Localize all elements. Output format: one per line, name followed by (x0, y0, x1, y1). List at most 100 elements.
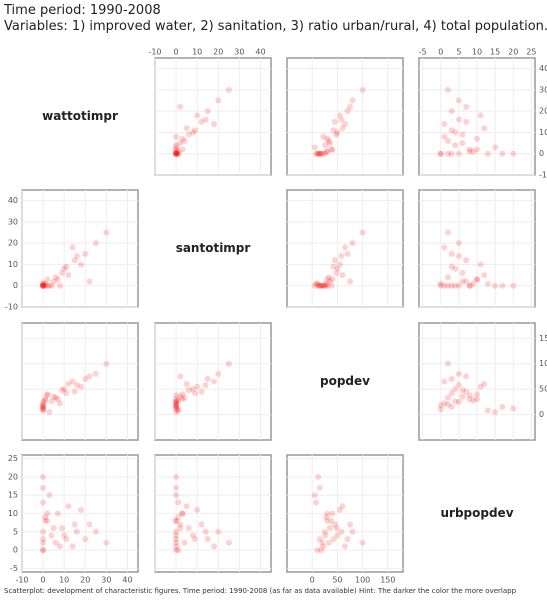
point (202, 528, 209, 535)
point (474, 135, 480, 142)
point (441, 244, 448, 251)
point (315, 150, 322, 157)
point (59, 525, 66, 532)
point (484, 407, 491, 414)
point (452, 386, 459, 393)
variable-name: urbpopdev (440, 506, 513, 520)
point (40, 406, 47, 413)
y-tick-label: 10 (8, 509, 18, 518)
point (445, 229, 451, 236)
point (173, 409, 180, 416)
point (86, 373, 93, 380)
point (173, 484, 180, 491)
point (459, 278, 466, 285)
point (316, 536, 323, 543)
y-tick-label: 25 (8, 454, 18, 463)
point (329, 510, 336, 517)
point (215, 528, 222, 535)
point (181, 394, 188, 401)
point (347, 278, 354, 285)
point (314, 150, 321, 157)
point (448, 108, 455, 115)
point (445, 274, 451, 281)
point (173, 517, 180, 524)
point (316, 282, 323, 289)
point (189, 386, 196, 393)
point (477, 112, 484, 119)
point (40, 282, 47, 289)
point (173, 148, 180, 155)
point (48, 532, 55, 539)
y-tick-label: 0 (13, 281, 18, 290)
point (173, 536, 180, 543)
x-tick-label: 40 (122, 576, 132, 585)
point (179, 396, 186, 403)
point (173, 539, 180, 546)
x-tick-label: 25 (526, 48, 536, 57)
point (185, 131, 192, 138)
point (466, 392, 473, 399)
point (179, 510, 186, 517)
point (466, 148, 473, 155)
x-tick-label: 10 (192, 48, 202, 57)
point (359, 539, 366, 546)
y-tick-label: 30 (8, 217, 18, 226)
x-tick-label: 20 (508, 48, 518, 57)
point (316, 282, 323, 289)
point (315, 282, 322, 289)
point (63, 536, 70, 543)
point (333, 525, 340, 532)
point (324, 510, 331, 517)
y-tick-label: 20 (8, 472, 18, 481)
point (455, 370, 462, 377)
point (40, 407, 47, 414)
point (73, 252, 80, 259)
point (311, 282, 318, 289)
point (314, 547, 321, 554)
point (181, 137, 188, 144)
point (192, 127, 199, 134)
point (344, 108, 351, 115)
point (339, 272, 346, 279)
point (54, 276, 61, 283)
point (318, 150, 325, 157)
x-tick-label: 50 (332, 576, 342, 585)
point (61, 265, 68, 272)
point (481, 272, 488, 279)
point (448, 250, 455, 257)
point (448, 127, 455, 134)
point (466, 396, 473, 403)
point (52, 394, 59, 401)
point (71, 388, 78, 395)
point (333, 269, 340, 276)
point (321, 282, 328, 289)
point (73, 382, 80, 389)
point (359, 229, 366, 236)
point (474, 276, 480, 283)
x-tick-label: -10 (15, 576, 28, 585)
x-tick-label: 40 (255, 48, 265, 57)
variable-name: wattotimpr (42, 109, 118, 123)
point (448, 390, 455, 397)
y-tick-label: 0 (539, 410, 544, 419)
point (54, 396, 61, 403)
point (175, 499, 182, 506)
point (177, 373, 184, 380)
point (181, 539, 188, 546)
y-tick-label: 10 (539, 128, 547, 137)
point (42, 397, 49, 404)
point (316, 484, 323, 491)
point (183, 125, 190, 132)
point (323, 148, 330, 155)
point (313, 499, 320, 506)
point (474, 396, 480, 403)
point (347, 521, 354, 528)
point (455, 116, 462, 123)
panel (21, 322, 139, 441)
point (330, 536, 337, 543)
point (86, 278, 93, 285)
point (326, 525, 333, 532)
point (173, 403, 180, 410)
variable-name: santotimpr (176, 241, 251, 255)
point (445, 401, 451, 408)
